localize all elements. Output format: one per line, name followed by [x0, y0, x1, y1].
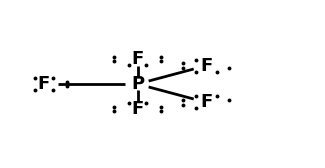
- Text: F: F: [200, 57, 212, 75]
- Text: F: F: [200, 93, 212, 111]
- Text: F: F: [131, 50, 144, 68]
- Text: F: F: [131, 100, 144, 118]
- Text: F: F: [38, 75, 50, 93]
- Text: P: P: [131, 75, 144, 93]
